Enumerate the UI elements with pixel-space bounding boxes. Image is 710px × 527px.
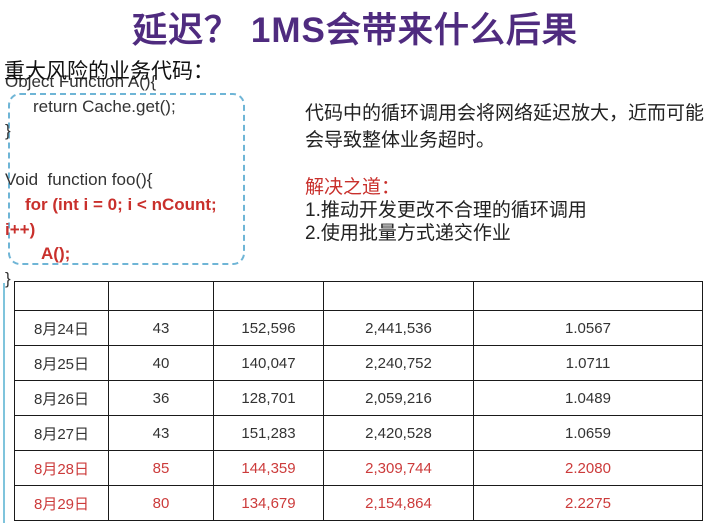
value-cell: 2,420,528 (323, 415, 474, 451)
date-cell: 8月28日 (14, 450, 109, 486)
table-row: 8月26日 36 128,701 2,059,216 1.0489 (14, 380, 703, 416)
code-line-loop: for (int i = 0; i < nCount; i++) (5, 194, 222, 239)
code-line: } (5, 121, 11, 141)
value-cell: 2.2275 (473, 485, 703, 521)
explanation-block: 代码中的循环调用会将网络延迟放大，近而可能会导致整体业务超时。 解决之道： 1.… (305, 100, 710, 245)
date-cell: 8月29日 (14, 485, 109, 521)
value-cell: 85 (108, 450, 214, 486)
header-cell (473, 281, 703, 311)
value-cell: 144,359 (213, 450, 324, 486)
code-line: return Cache.get(); (33, 96, 176, 116)
code-dashed-border-box (8, 93, 245, 265)
table-row: 8月25日 40 140,047 2,240,752 1.0711 (14, 345, 703, 381)
code-line: } (5, 268, 11, 288)
value-cell: 1.0489 (473, 380, 703, 416)
section-heading: 重大风险的业务代码： (4, 60, 214, 83)
latency-data-table: 8月24日 43 152,596 2,441,536 1.0567 8月25日 … (14, 281, 703, 521)
explanation-paragraph: 代码中的循环调用会将网络延迟放大，近而可能会导致整体业务超时。 (305, 103, 705, 151)
value-cell: 140,047 (213, 345, 324, 381)
value-cell: 134,679 (213, 485, 324, 521)
value-cell: 2,441,536 (323, 310, 474, 346)
date-cell: 8月26日 (14, 380, 109, 416)
table-row-highlighted: 8月29日 80 134,679 2,154,864 2.2275 (14, 485, 703, 521)
value-cell: 80 (108, 485, 214, 521)
table-row: 8月27日 43 151,283 2,420,528 1.0659 (14, 415, 703, 451)
value-cell: 40 (108, 345, 214, 381)
value-cell: 2,240,752 (323, 345, 474, 381)
code-line: Void function foo(){ (5, 170, 153, 190)
header-cell (14, 281, 109, 311)
date-cell: 8月27日 (14, 415, 109, 451)
date-cell: 8月25日 (14, 345, 109, 381)
code-line (5, 144, 245, 169)
value-cell: 1.0659 (473, 415, 703, 451)
code-line: Object Function A(){ (5, 72, 157, 91)
value-cell: 2,059,216 (323, 380, 474, 416)
value-cell: 43 (108, 415, 214, 451)
solution-item-2: 2.使用批量方式递交作业 (305, 223, 511, 244)
data-table-wrap: 8月24日 43 152,596 2,441,536 1.0567 8月25日 … (14, 281, 703, 521)
header-cell (213, 281, 324, 311)
value-cell: 152,596 (213, 310, 324, 346)
value-cell: 151,283 (213, 415, 324, 451)
value-cell: 36 (108, 380, 214, 416)
solution-heading: 解决之道： (305, 177, 401, 198)
solution-item-1: 1.推动开发更改不合理的循环调用 (305, 200, 587, 221)
value-cell: 2,309,744 (323, 450, 474, 486)
value-cell: 2.2080 (473, 450, 703, 486)
table-row-highlighted: 8月28日 85 144,359 2,309,744 2.2080 (14, 450, 703, 486)
date-cell: 8月24日 (14, 310, 109, 346)
code-line-call: A(); (41, 244, 71, 264)
slide-title: 延迟？ 1MS会带来什么后果 (132, 11, 578, 50)
value-cell: 128,701 (213, 380, 324, 416)
code-block: Object Function A(){ return Cache.get();… (5, 70, 245, 291)
value-cell: 1.0567 (473, 310, 703, 346)
header-cell (323, 281, 474, 311)
value-cell: 43 (108, 310, 214, 346)
table-row: 8月24日 43 152,596 2,441,536 1.0567 (14, 310, 703, 346)
table-left-accent-line (3, 283, 5, 523)
value-cell: 1.0711 (473, 345, 703, 381)
value-cell: 2,154,864 (323, 485, 474, 521)
